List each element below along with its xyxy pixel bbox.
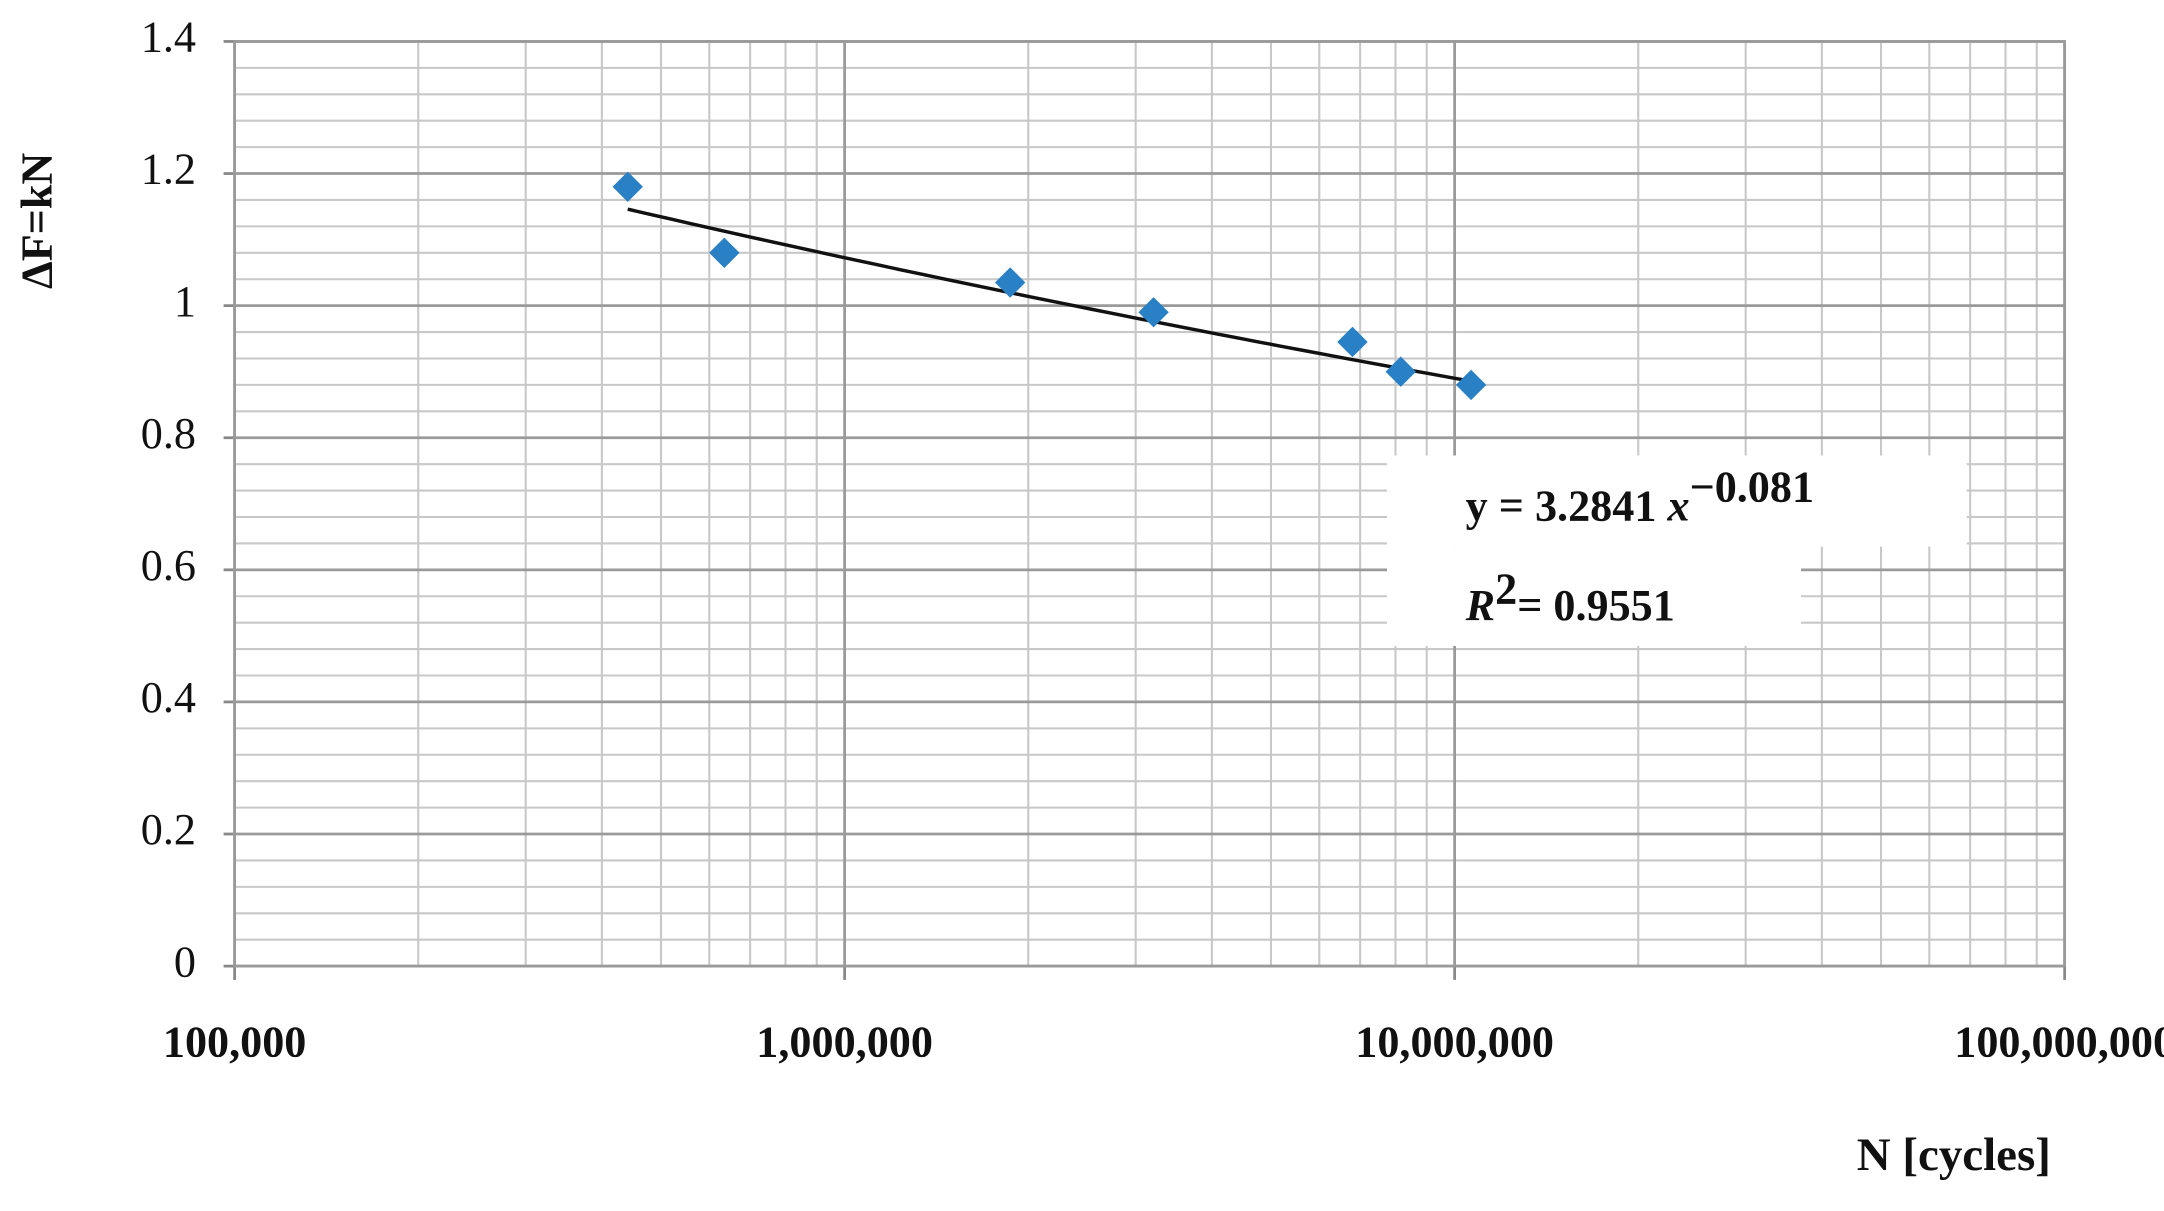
x-axis-title: N [cycles] [1857,1129,2051,1181]
r2-sup: 2 [1495,565,1517,614]
y-tick-label: 1.2 [141,145,196,194]
data-point [1337,326,1368,358]
data-point [612,171,643,202]
r2-rest: = 0.9551 [1517,581,1675,630]
equation-exp: −0.081 [1690,463,1815,512]
x-tick-label: 100,000 [163,1017,307,1066]
r2-box [1387,546,1802,646]
data-point [1138,297,1169,328]
data-point [709,237,740,268]
data-point [1455,369,1487,401]
x-tick-label: 10,000,000 [1355,1017,1554,1066]
x-tick-label: 1,000,000 [756,1017,933,1066]
y-tick-label: 0 [174,937,196,986]
trendline [627,207,1472,383]
plot-border [233,40,2067,968]
r2: R2= 0.9551 [1465,565,1675,631]
y-tick-label: 1 [174,277,196,326]
y-tick-label: 1.4 [141,13,196,62]
equation-box [1387,455,1967,547]
data-point [994,267,1026,298]
equation-lhs: y = 3.2841 [1466,482,1668,531]
x-tick-label: 100,000,000 [1954,1017,2164,1066]
y-axis-title: ΔF=kN [13,153,62,289]
y-tick-label: 0.6 [141,541,196,590]
r2-symbol: R [1465,581,1495,630]
equation: y = 3.2841 x−0.081 [1466,463,1814,531]
y-tick-label: 0.4 [141,673,196,722]
y-tick-label: 0.2 [141,805,196,854]
data-point [1385,356,1416,387]
marks: y = 3.2841 x−0.081 R2= 0.9551 [612,171,1967,646]
y-tick-label: 0.8 [141,409,196,458]
equation-var: x [1666,482,1689,531]
